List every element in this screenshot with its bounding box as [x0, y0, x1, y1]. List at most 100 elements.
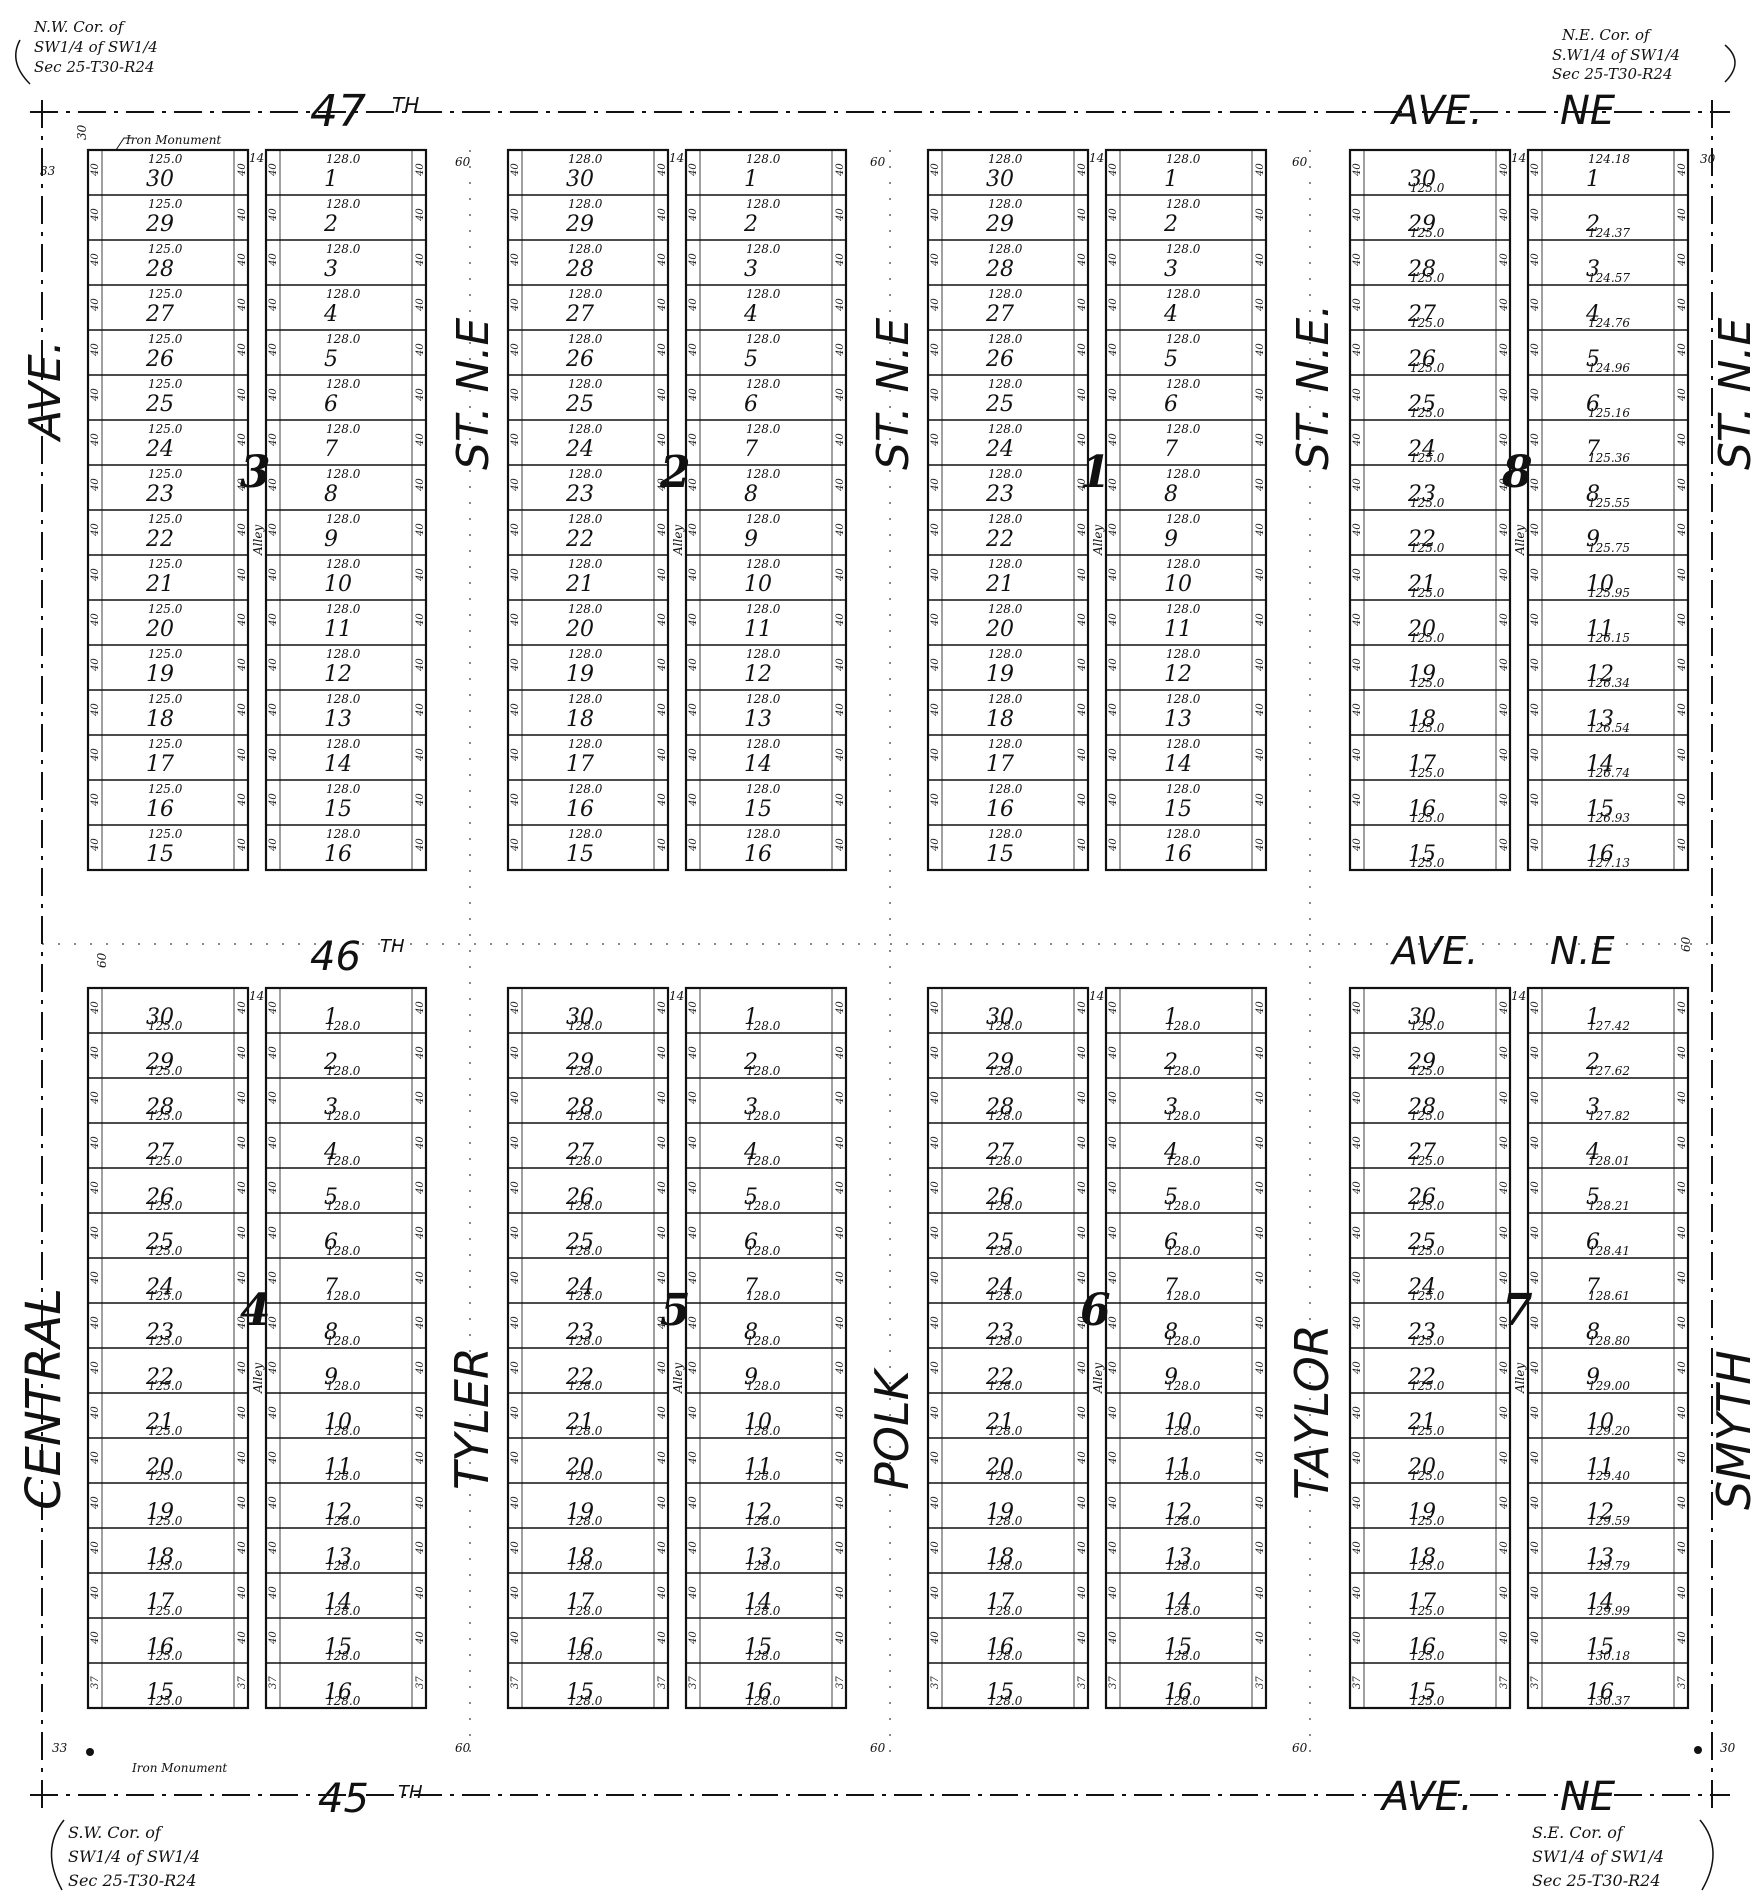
- lot-number: 7: [744, 437, 758, 462]
- lot-number: 5: [324, 1185, 338, 1210]
- lot-depth-dimension: 128.0: [568, 557, 603, 571]
- lot-frontage: 40: [1352, 208, 1363, 222]
- lot-frontage: 40: [415, 1001, 426, 1015]
- lot-number: 16: [566, 1635, 594, 1660]
- lot-frontage: 40: [1108, 388, 1119, 402]
- lot-frontage: 40: [1677, 1226, 1688, 1240]
- monument-label: Iron Monument: [125, 133, 221, 147]
- lot-frontage: 40: [1530, 613, 1541, 627]
- lot-number: 25: [145, 392, 174, 417]
- lot-frontage: 40: [415, 568, 426, 582]
- lot-number: 21: [1407, 572, 1436, 597]
- lot-number: 7: [1586, 1275, 1600, 1300]
- lot-frontage: 40: [268, 838, 279, 852]
- lot-number: 26: [1407, 1185, 1436, 1210]
- lot-frontage: 40: [1352, 568, 1363, 582]
- avenue-47th-number: 47: [310, 86, 366, 137]
- block-number: 3: [240, 447, 271, 498]
- lot-depth-dimension: 128.0: [568, 647, 603, 661]
- lot-number: 25: [145, 1230, 174, 1255]
- lot-frontage: 40: [688, 568, 699, 582]
- lot-frontage: 40: [688, 1316, 699, 1330]
- lot-frontage: 40: [657, 1181, 668, 1195]
- lot-frontage: 40: [657, 343, 668, 357]
- lot-frontage: 40: [90, 1136, 101, 1150]
- lot-number: 4: [1585, 302, 1600, 327]
- lot-number: 13: [744, 1545, 772, 1570]
- lot-depth-dimension: 128.0: [568, 602, 603, 616]
- lot-depth-dimension: 125.0: [148, 1604, 183, 1618]
- lot-frontage: 40: [930, 523, 941, 537]
- lot-number: 15: [986, 1680, 1014, 1705]
- lot-frontage: 40: [510, 1136, 521, 1150]
- lot-frontage: 40: [510, 523, 521, 537]
- avenue-45th-number: 45: [318, 1776, 369, 1822]
- lot-number: 25: [1407, 392, 1436, 417]
- lot-frontage: 40: [1677, 1091, 1688, 1105]
- lot-number: 24: [985, 1275, 1014, 1300]
- lot-depth-dimension: 128.01: [1588, 1154, 1630, 1168]
- lot-frontage: 37: [688, 1676, 699, 1689]
- lot-frontage: 40: [268, 613, 279, 627]
- lot-frontage: 40: [1677, 793, 1688, 807]
- lot-number: 12: [1586, 662, 1614, 687]
- lot-depth-dimension: 125.0: [148, 1649, 183, 1663]
- corner-note-line: SW1/4 of SW1/4: [68, 1847, 200, 1866]
- lot-frontage: 40: [1499, 163, 1510, 177]
- width-label: 60: [455, 1741, 471, 1755]
- lot-frontage: 40: [1499, 1181, 1510, 1195]
- lot-number: 27: [565, 1140, 594, 1165]
- lot-number: 26: [565, 1185, 594, 1210]
- lot-frontage: 40: [930, 568, 941, 582]
- lot-frontage: 40: [835, 1181, 846, 1195]
- lot-depth-dimension: 125.0: [1410, 181, 1445, 195]
- lot-frontage: 40: [688, 523, 699, 537]
- lot-frontage: 40: [1255, 748, 1266, 762]
- lot-frontage: 40: [1352, 478, 1363, 492]
- lot-frontage: 40: [1077, 1271, 1088, 1285]
- avenue-47th-ave: AVE.: [1389, 88, 1483, 134]
- lot-depth-dimension: 125.0: [1410, 1244, 1445, 1258]
- lot-depth-dimension: 125.0: [148, 422, 183, 436]
- lot-depth-dimension: 128.0: [1166, 1559, 1201, 1573]
- lot-frontage: 40: [835, 1001, 846, 1015]
- lot-frontage: 40: [1077, 253, 1088, 267]
- lot-depth-dimension: 128.0: [746, 1379, 781, 1393]
- row-width-labels: 60 60 60 60 60 60 60 60 33 33 30 30 30: [40, 124, 1736, 1755]
- lot-number: 5: [1164, 1185, 1178, 1210]
- lot-number: 10: [1164, 1410, 1192, 1435]
- lot-depth-dimension: 127.13: [1588, 856, 1630, 870]
- lot-number: 18: [146, 707, 174, 732]
- lot-depth-dimension: 128.0: [746, 1559, 781, 1573]
- avenue-45th-suffix: TH: [398, 1782, 423, 1803]
- edge-width-label: 33: [40, 164, 56, 178]
- lot-number: 3: [1164, 257, 1178, 282]
- lot-frontage: 40: [1077, 1631, 1088, 1645]
- lot-depth-dimension: 125.0: [148, 1514, 183, 1528]
- lot-frontage: 40: [237, 1406, 248, 1420]
- lot-number: 28: [985, 1095, 1014, 1120]
- lot-depth-dimension: 128.0: [746, 1154, 781, 1168]
- lot-frontage: 40: [930, 1541, 941, 1555]
- lot-frontage: 40: [1530, 163, 1541, 177]
- lot-depth-dimension: 125.0: [148, 1694, 183, 1708]
- lot-frontage: 40: [657, 1541, 668, 1555]
